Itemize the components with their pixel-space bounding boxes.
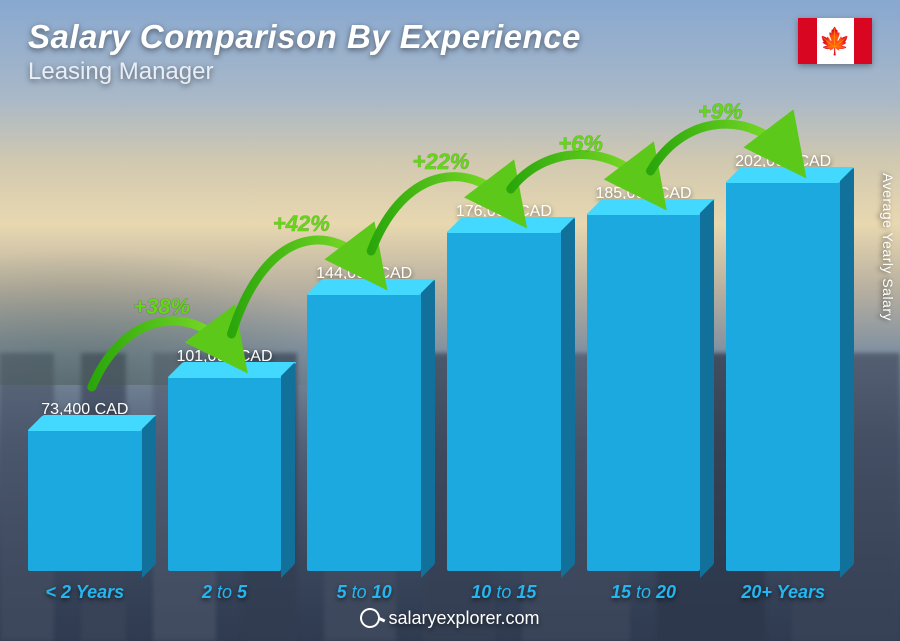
x-label-3: 10 to 15 [447,582,561,603]
bar-front [447,231,561,571]
bar-front [28,429,142,571]
bar-1: 101,000 CAD [168,120,282,571]
brand: salaryexplorer.com [360,608,539,629]
bar-side [840,167,854,578]
bar-3d [168,376,282,571]
x-axis-labels: < 2 Years 2 to 5 5 to 10 10 to 15 15 to 20 20… [28,582,840,603]
x-label-1: 2 to 5 [168,582,282,603]
x-label-2: 5 to 10 [307,582,421,603]
flag-mid: 🍁 [817,18,854,64]
bar-side [421,279,435,578]
x-label-5: 20+ Years [726,582,840,603]
bar-front [726,181,840,571]
header: Salary Comparison By Experience Leasing … [0,0,900,86]
bar-top [167,362,297,378]
magnifier-icon [358,605,384,631]
bar-side [700,199,714,578]
bar-top [27,415,157,431]
brand-text: salaryexplorer.com [388,608,539,629]
bar-0: 73,400 CAD [28,120,142,571]
page-subtitle: Leasing Manager [28,58,872,86]
bar-front [307,293,421,571]
bar-front [168,376,282,571]
bar-top [725,167,855,183]
bar-3d [307,293,421,571]
y-axis-label: Average Yearly Salary [880,173,896,321]
bar-side [281,362,295,578]
bar-front [587,213,701,571]
flag-band-left [798,18,817,64]
bar-3d [587,213,701,571]
bar-side [142,415,156,578]
bar-top [446,217,576,233]
bar-3: 176,000 CAD [447,120,561,571]
bar-2: 144,000 CAD [307,120,421,571]
bar-4: 185,000 CAD [587,120,701,571]
country-flag-canada: 🍁 [798,18,872,64]
bar-3d [447,231,561,571]
bar-3d [28,429,142,571]
page-title: Salary Comparison By Experience [28,18,872,56]
bar-top [586,199,716,215]
bar-3d [726,181,840,571]
x-label-0: < 2 Years [28,582,142,603]
bar-chart: 73,400 CAD101,000 CAD144,000 CAD176,000 … [28,120,840,571]
bars-container: 73,400 CAD101,000 CAD144,000 CAD176,000 … [28,120,840,571]
bar-side [561,217,575,578]
footer: salaryexplorer.com [0,608,900,634]
maple-leaf-icon: 🍁 [819,28,851,54]
x-label-4: 15 to 20 [587,582,701,603]
bar-top [306,279,436,295]
bar-5: 202,000 CAD [726,120,840,571]
flag-band-right [854,18,873,64]
